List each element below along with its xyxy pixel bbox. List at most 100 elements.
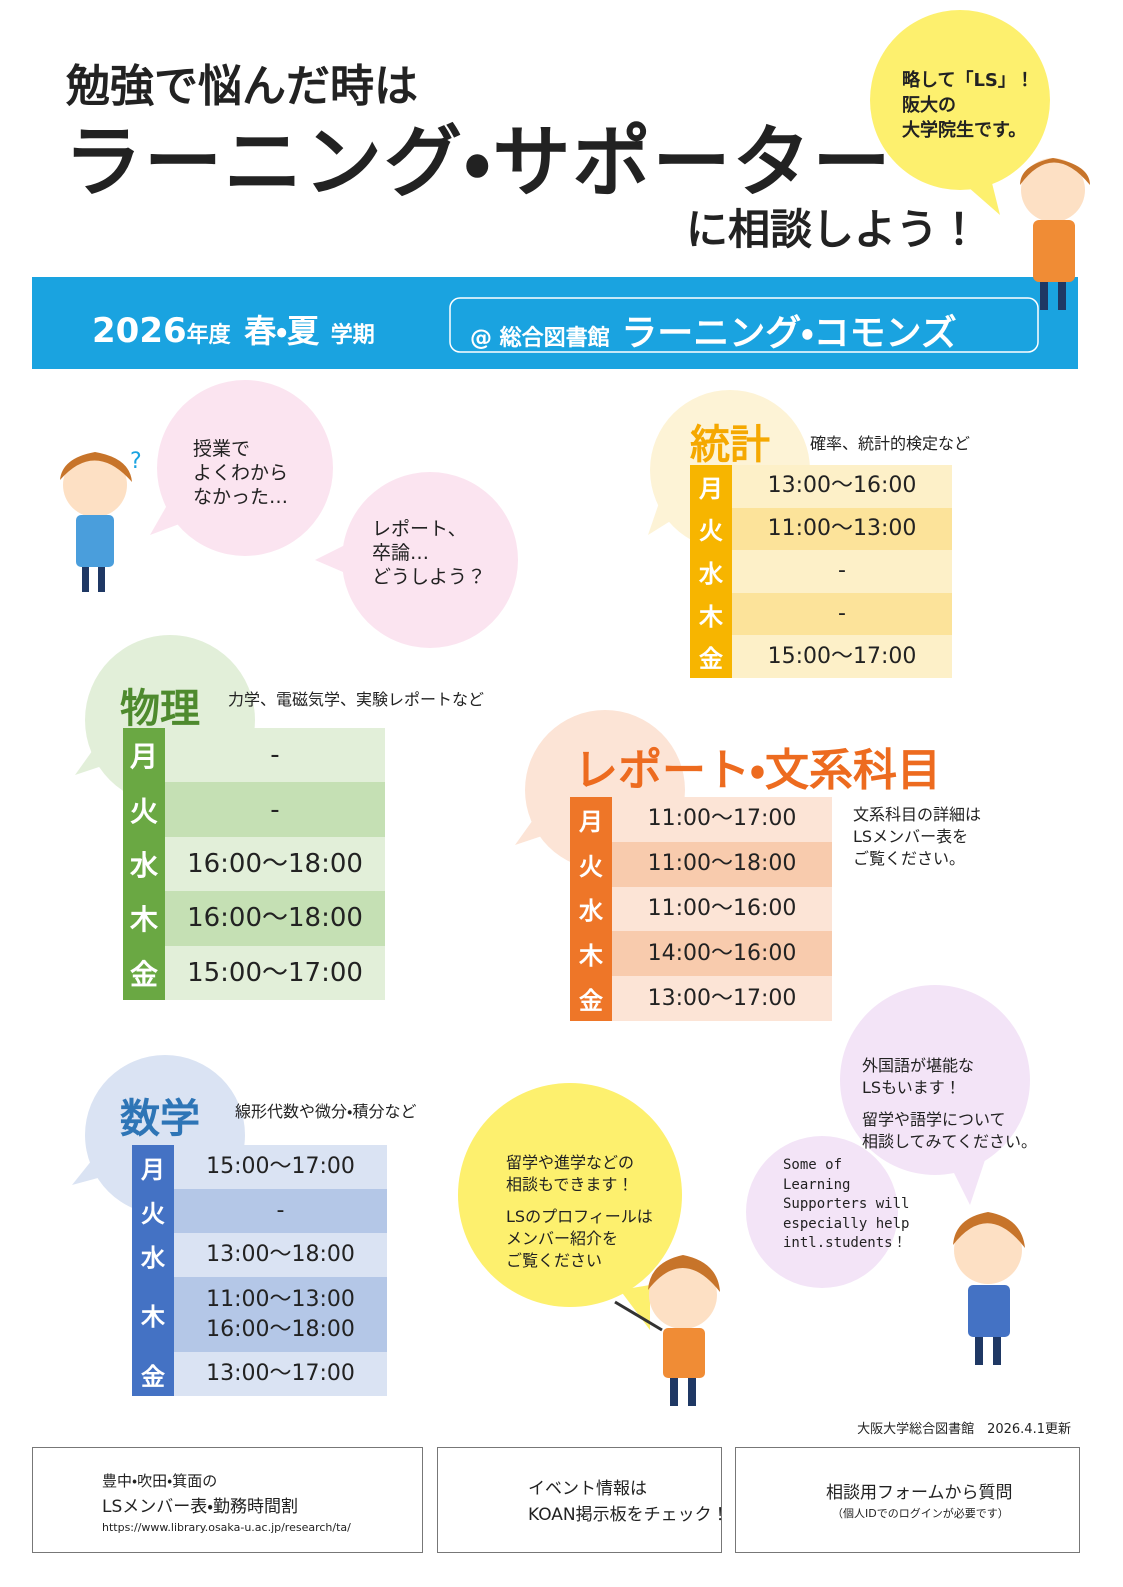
time-cell: 14:00〜16:00 — [612, 931, 832, 976]
bubble-line: レポート、 — [372, 518, 467, 540]
speech-bubble: レポート、 卒論… どうしよう？ — [372, 517, 486, 589]
bubble-line: ご覧ください — [506, 1251, 603, 1270]
banner-year-suffix: 年度 — [186, 323, 231, 348]
banner-year: 2026 — [92, 311, 187, 351]
footer-line: 豊中・吹田・箕面の — [102, 1472, 218, 1490]
time: 14:00〜16:00 — [647, 940, 797, 966]
time-cell: - — [732, 550, 952, 593]
footer-line: 相談用フォームから質問 — [826, 1483, 1013, 1503]
time: - — [270, 794, 280, 825]
bubble-line: よくわから — [193, 462, 289, 484]
header-line: に相談しよう！ — [686, 205, 981, 254]
bubble-line: 授業で — [193, 438, 251, 460]
time-cell: 13:00〜18:00 — [174, 1233, 387, 1277]
subject-title: 統計 — [690, 422, 770, 468]
day-cell: 木 — [690, 592, 732, 636]
time: - — [270, 740, 280, 771]
desc-line: 文系科目の詳細は — [853, 805, 982, 824]
time-cell: 16:00〜18:00 — [165, 837, 385, 891]
time-cell: 11:00〜16:00 — [612, 887, 832, 932]
schedule-row: 月 11:00〜17:00 — [570, 797, 832, 842]
banner-season: 春・夏 — [244, 312, 320, 350]
footer-box — [735, 1447, 1080, 1553]
bubble-line: メンバー紹介を — [506, 1229, 619, 1248]
time-cell: - — [165, 782, 385, 836]
bubble-line: especially help — [783, 1215, 910, 1232]
subject-desc: 確率、統計的検定など — [810, 434, 971, 453]
footer-box — [437, 1447, 722, 1553]
time: 11:00〜18:00 — [647, 851, 797, 877]
speech-bubble: 留学や進学などの 相談もできます！ LSのプロフィールは メンバー紹介を ご覧ください — [506, 1152, 653, 1272]
time-cell: 11:00〜13:00 — [732, 508, 952, 551]
day-cell: 月 — [132, 1145, 174, 1189]
day-cell: 火 — [570, 841, 612, 887]
footer-line: LSメンバー表・勤務時間割 — [102, 1497, 299, 1517]
subject-desc: 線形代数や微分・積分など — [235, 1102, 417, 1121]
header-title: ラーニング・サポーター — [64, 118, 893, 208]
time-cell: - — [732, 593, 952, 636]
day-cell: 木 — [570, 931, 612, 977]
day-cell: 金 — [123, 945, 165, 1000]
bubble-line: 外国語が堪能な — [862, 1056, 975, 1075]
schedule-row: 月 15:00〜17:00 — [132, 1145, 387, 1189]
time-cell: 11:00〜17:00 — [612, 797, 832, 842]
time-cell: 16:00〜18:00 — [165, 891, 385, 945]
bubble-line: なかった… — [193, 486, 289, 508]
schedule-row: 水 13:00〜18:00 — [132, 1233, 387, 1277]
speech-bubble: 授業で よくわから なかった… — [193, 437, 288, 509]
time-cell: 15:00〜17:00 — [174, 1145, 387, 1189]
bubble-line: Learning — [783, 1176, 851, 1193]
time: 15:00〜17:00 — [767, 643, 917, 669]
bubble-line: 略して「LS」！ — [902, 70, 1034, 91]
time: 13:00〜17:00 — [647, 985, 797, 1011]
footer-credit: 大阪大学総合図書館 2026.4.1更新 — [857, 1422, 1071, 1437]
bubble-line: 相談もできます！ — [506, 1175, 634, 1194]
footer-text: 豊中・吹田・箕面の LSメンバー表・勤務時間割 https://www.librar… — [102, 1468, 351, 1536]
schedule-row: 月 13:00〜16:00 — [690, 465, 952, 508]
day-cell: 金 — [570, 976, 612, 1021]
day-cell: 火 — [123, 782, 165, 837]
banner-venue: ラーニング・コモンズ — [621, 313, 957, 354]
header-bubble: 略して「LS」！ 阪大の 大学院生です。 — [902, 68, 1034, 143]
footer-text: 相談用フォームから質問 （個人IDでのログインが必要です） — [826, 1480, 1013, 1522]
schedule-row: 火- — [123, 782, 385, 837]
day-cell: 月 — [690, 465, 732, 508]
time-cell: 13:00〜17:00 — [174, 1352, 387, 1396]
day-cell: 金 — [690, 635, 732, 678]
subject-desc: 力学、電磁気学、実験レポートなど — [228, 690, 485, 709]
schedule-row: 金 15:00〜17:00 — [123, 945, 385, 1000]
schedule-row: 水 11:00〜16:00 — [570, 886, 832, 932]
footer-note: （個人IDでのログインが必要です） — [832, 1507, 1009, 1520]
desc-line: LSメンバー表を — [853, 827, 969, 846]
time: 16:00〜18:00 — [206, 1316, 355, 1342]
time-cell: 15:00〜17:00 — [165, 946, 385, 1000]
subject-title: レポート・文系科目 — [574, 745, 941, 796]
time-cell: 13:00〜17:00 — [612, 976, 832, 1021]
time: 11:00〜17:00 — [647, 806, 797, 832]
banner-term: 2026年度 春・夏 学期 — [92, 306, 375, 352]
time-cell: - — [174, 1189, 387, 1233]
time: 16:00〜18:00 — [187, 903, 363, 934]
day-cell: 火 — [690, 507, 732, 551]
subject-title: 数学 — [120, 1096, 200, 1142]
speech-bubble: Some of Learning Supporters will especially… — [783, 1156, 909, 1254]
header-line: 勉強で悩んだ時は — [66, 61, 418, 112]
speech-bubble: 外国語が堪能な LSもいます！ 留学や語学について 相談してみてください。 — [862, 1055, 1037, 1153]
day-cell: 月 — [570, 797, 612, 842]
day-cell: 水 — [690, 550, 732, 593]
day-cell: 月 — [123, 728, 165, 783]
day-cell: 木 — [123, 891, 165, 946]
bubble-line: 留学や進学などの — [506, 1153, 635, 1172]
bubble-line: どうしよう？ — [372, 566, 487, 588]
schedule-row: 木- — [690, 592, 952, 636]
schedule-row: 木 11:00〜13:00 16:00〜18:00 — [132, 1277, 387, 1352]
schedule-row: 木 14:00〜16:00 — [570, 931, 832, 977]
bubble-line: 相談してみてください。 — [862, 1132, 1038, 1151]
bubble-line: Supporters will — [783, 1196, 910, 1212]
svg-text:?: ? — [130, 449, 142, 474]
time: 15:00〜17:00 — [206, 1154, 355, 1179]
desc-line: ご覧ください。 — [853, 849, 966, 868]
banner-place-label: @ 総合図書館 — [470, 326, 610, 351]
bubble-line: Some of — [783, 1157, 843, 1173]
